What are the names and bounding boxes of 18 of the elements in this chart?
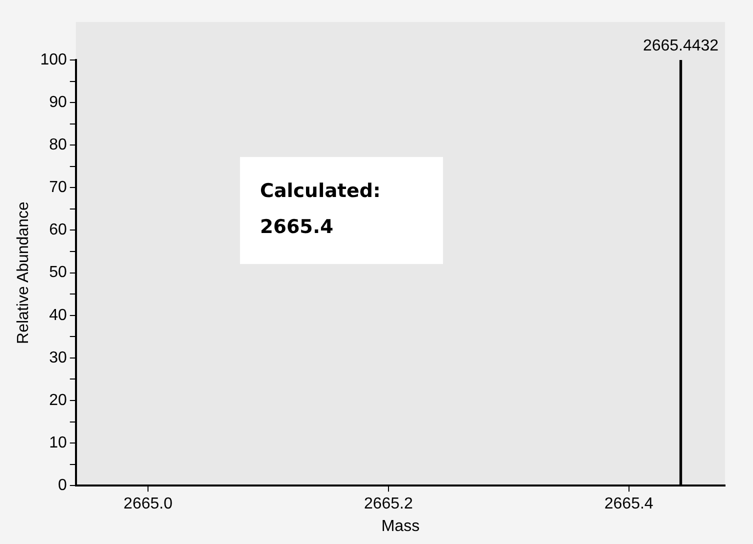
y-axis-title: Relative Abundance (15, 202, 32, 344)
x-tick-label: 2665.2 (364, 496, 413, 513)
y-tick-label: 60 (49, 222, 67, 239)
y-tick-label: 30 (49, 349, 67, 366)
annotation: 2665.4432 (642, 37, 719, 54)
y-tick-label: 0 (58, 477, 67, 494)
y-tick-label: 100 (40, 51, 67, 68)
x-tick-label: 2665.4 (604, 496, 654, 513)
y-tick-label: 20 (49, 392, 67, 409)
y-tick-label: 90 (49, 94, 67, 111)
x-axis-title: Mass (381, 518, 420, 535)
note-box: Calculated: 2665.4 (240, 157, 443, 264)
y-tick-label: 80 (49, 136, 67, 154)
x-tick-label: 2665.0 (124, 496, 173, 513)
y-tick-label: 40 (49, 306, 67, 324)
y-tick-label: 50 (49, 264, 67, 282)
y-tick-label: 70 (49, 179, 67, 196)
y-tick-label: 10 (49, 434, 67, 452)
